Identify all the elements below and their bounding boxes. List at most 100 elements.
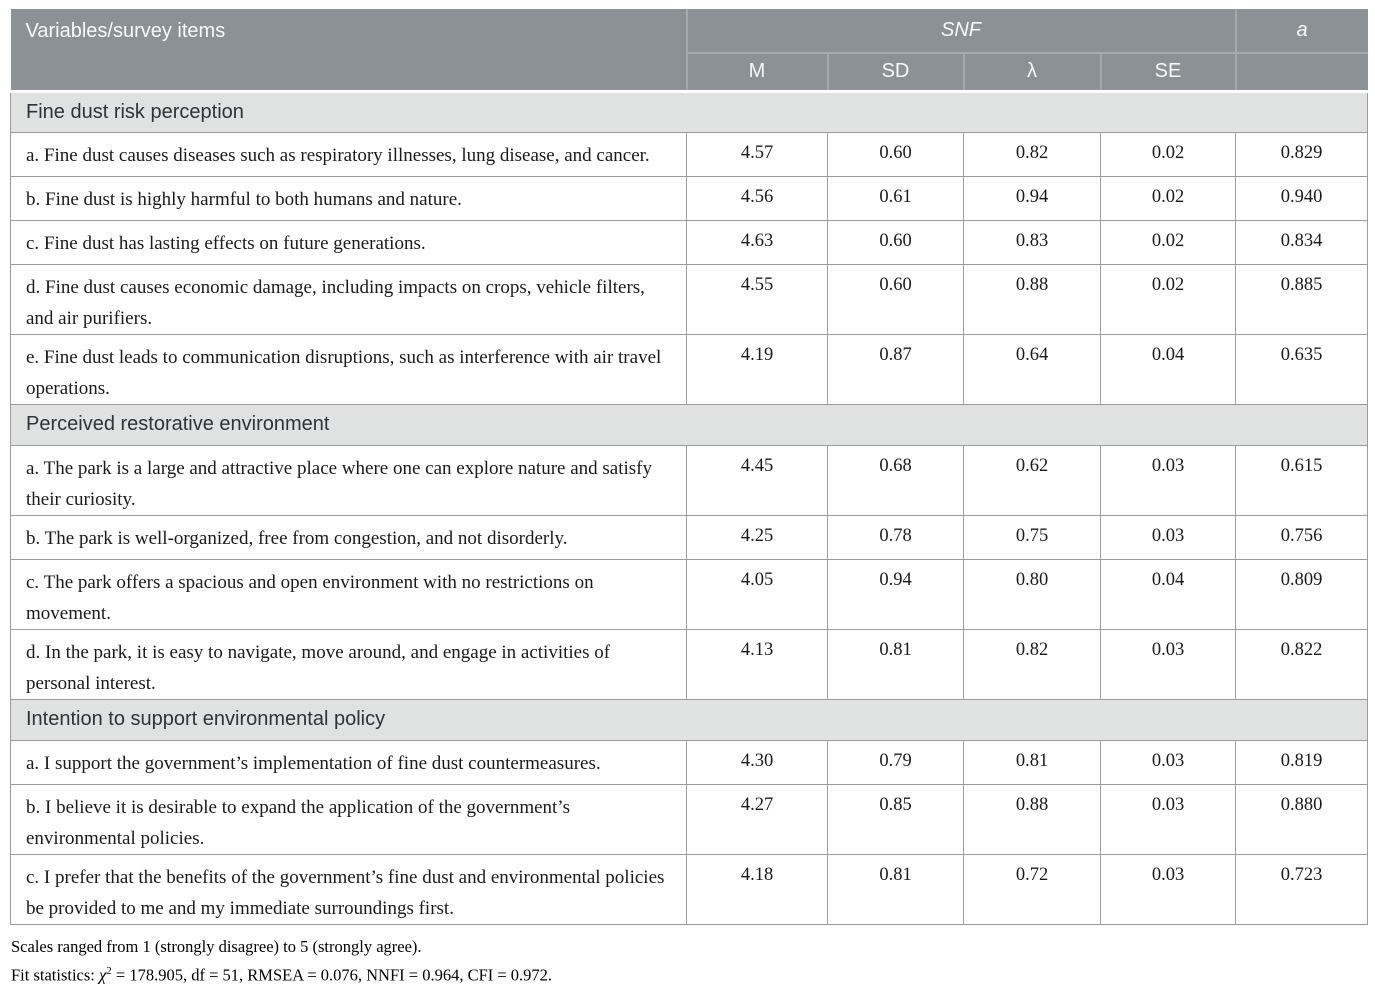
mean-cell: 4.55 [687,264,828,334]
mean-cell: 4.30 [687,740,828,784]
alpha-cell: 0.756 [1236,515,1368,559]
lambda-cell: 0.75 [964,515,1101,559]
alpha-cell: 0.940 [1236,176,1368,220]
lambda-cell: 0.81 [964,740,1101,784]
footnote-scale: Scales ranged from 1 (strongly disagree)… [11,934,1367,959]
se-cell: 0.03 [1101,784,1236,854]
table-header: Variables/survey items SNF a M SD λ SE [11,9,1368,91]
section-header-row: Fine dust risk perception [11,91,1368,132]
table-row: b. The park is well-organized, free from… [11,515,1368,559]
item-cell: b. Fine dust is highly harmful to both h… [11,176,687,220]
se-cell: 0.02 [1101,176,1236,220]
alpha-cell: 0.834 [1236,220,1368,264]
table-footnotes: Scales ranged from 1 (strongly disagree)… [10,934,1367,987]
item-cell: b. The park is well-organized, free from… [11,515,687,559]
sd-cell: 0.61 [828,176,964,220]
mean-cell: 4.13 [687,629,828,699]
lambda-cell: 0.88 [964,264,1101,334]
table-row: d. In the park, it is easy to navigate, … [11,629,1368,699]
mean-cell: 4.56 [687,176,828,220]
item-cell: b. I believe it is desirable to expand t… [11,784,687,854]
se-cell: 0.02 [1101,264,1236,334]
table-row: b. Fine dust is highly harmful to both h… [11,176,1368,220]
item-cell: a. I support the government’s implementa… [11,740,687,784]
se-cell: 0.02 [1101,132,1236,176]
mean-cell: 4.05 [687,559,828,629]
table-row: c. I prefer that the benefits of the gov… [11,854,1368,924]
table-row: d. Fine dust causes economic damage, inc… [11,264,1368,334]
table-row: a. The park is a large and attractive pl… [11,445,1368,515]
sd-cell: 0.60 [828,220,964,264]
table-row: a. Fine dust causes diseases such as res… [11,132,1368,176]
lambda-cell: 0.83 [964,220,1101,264]
sd-cell: 0.79 [828,740,964,784]
alpha-cell: 0.723 [1236,854,1368,924]
alpha-cell: 0.819 [1236,740,1368,784]
table-row: c. The park offers a spacious and open e… [11,559,1368,629]
mean-cell: 4.19 [687,334,828,404]
se-cell: 0.04 [1101,334,1236,404]
item-cell: c. Fine dust has lasting effects on futu… [11,220,687,264]
se-cell: 0.02 [1101,220,1236,264]
survey-statistics-table: Variables/survey items SNF a M SD λ SE F… [10,9,1368,925]
footnote-fit: Fit statistics: χ2 = 178.905, df = 51, R… [11,959,1367,987]
mean-cell: 4.18 [687,854,828,924]
mean-cell: 4.45 [687,445,828,515]
header-group-snf: SNF [687,9,1236,53]
section-header-row: Intention to support environmental polic… [11,699,1368,740]
se-cell: 0.03 [1101,445,1236,515]
item-cell: d. Fine dust causes economic damage, inc… [11,264,687,334]
item-cell: c. The park offers a spacious and open e… [11,559,687,629]
lambda-cell: 0.82 [964,132,1101,176]
mean-cell: 4.27 [687,784,828,854]
section-title: Intention to support environmental polic… [11,699,1368,740]
sd-cell: 0.68 [828,445,964,515]
section-header-row: Perceived restorative environment [11,404,1368,445]
alpha-cell: 0.809 [1236,559,1368,629]
item-cell: c. I prefer that the benefits of the gov… [11,854,687,924]
se-cell: 0.03 [1101,740,1236,784]
mean-cell: 4.25 [687,515,828,559]
alpha-cell: 0.880 [1236,784,1368,854]
sd-cell: 0.60 [828,132,964,176]
header-alpha: a [1236,9,1368,53]
alpha-cell: 0.635 [1236,334,1368,404]
sd-cell: 0.81 [828,629,964,699]
mean-cell: 4.57 [687,132,828,176]
section-title: Fine dust risk perception [11,91,1368,132]
header-variables: Variables/survey items [11,9,687,91]
section-title: Perceived restorative environment [11,404,1368,445]
se-cell: 0.03 [1101,629,1236,699]
table-row: b. I believe it is desirable to expand t… [11,784,1368,854]
item-cell: a. Fine dust causes diseases such as res… [11,132,687,176]
alpha-cell: 0.615 [1236,445,1368,515]
lambda-cell: 0.72 [964,854,1101,924]
subheader-se: SE [1101,53,1236,91]
mean-cell: 4.63 [687,220,828,264]
sd-cell: 0.78 [828,515,964,559]
se-cell: 0.03 [1101,515,1236,559]
lambda-cell: 0.94 [964,176,1101,220]
lambda-cell: 0.62 [964,445,1101,515]
alpha-cell: 0.829 [1236,132,1368,176]
table-body: Fine dust risk perception a. Fine dust c… [11,91,1368,924]
item-cell: d. In the park, it is easy to navigate, … [11,629,687,699]
lambda-cell: 0.80 [964,559,1101,629]
sd-cell: 0.60 [828,264,964,334]
item-cell: a. The park is a large and attractive pl… [11,445,687,515]
se-cell: 0.04 [1101,559,1236,629]
lambda-cell: 0.64 [964,334,1101,404]
subheader-alpha-empty [1236,53,1368,91]
alpha-cell: 0.822 [1236,629,1368,699]
table-row: a. I support the government’s implementa… [11,740,1368,784]
sd-cell: 0.81 [828,854,964,924]
alpha-cell: 0.885 [1236,264,1368,334]
lambda-cell: 0.88 [964,784,1101,854]
sd-cell: 0.94 [828,559,964,629]
table-row: e. Fine dust leads to communication disr… [11,334,1368,404]
item-cell: e. Fine dust leads to communication disr… [11,334,687,404]
subheader-mean: M [687,53,828,91]
table-row: c. Fine dust has lasting effects on futu… [11,220,1368,264]
sd-cell: 0.87 [828,334,964,404]
